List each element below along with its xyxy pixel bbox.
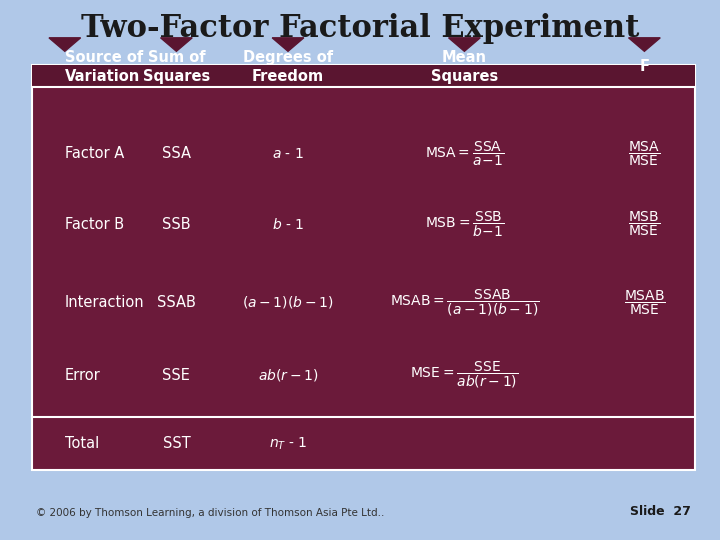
Text: SSB: SSB: [162, 217, 191, 232]
Text: $n_T$ - 1: $n_T$ - 1: [269, 436, 307, 452]
Text: $ab(r-1)$: $ab(r-1)$: [258, 367, 318, 383]
Text: Source of
Variation: Source of Variation: [65, 50, 143, 84]
Text: $\mathrm{MSA} = \dfrac{\mathrm{SSA}}{a\!-\!1}$: $\mathrm{MSA} = \dfrac{\mathrm{SSA}}{a\!…: [425, 140, 504, 168]
Text: $\dfrac{\mathrm{MSA}}{\mathrm{MSE}}$: $\dfrac{\mathrm{MSA}}{\mathrm{MSE}}$: [629, 140, 660, 168]
Text: $\mathrm{MSB} = \dfrac{\mathrm{SSB}}{b\!-\!1}$: $\mathrm{MSB} = \dfrac{\mathrm{SSB}}{b\!…: [425, 210, 504, 239]
Text: $\dfrac{\mathrm{MSB}}{\mathrm{MSE}}$: $\dfrac{\mathrm{MSB}}{\mathrm{MSE}}$: [629, 210, 660, 238]
Text: Error: Error: [65, 368, 101, 383]
Text: $(a-1)(b-1)$: $(a-1)(b-1)$: [242, 294, 334, 310]
FancyBboxPatch shape: [32, 65, 695, 470]
Text: $\dfrac{\mathrm{MSAB}}{\mathrm{MSE}}$: $\dfrac{\mathrm{MSAB}}{\mathrm{MSE}}$: [624, 288, 665, 316]
Polygon shape: [272, 38, 304, 51]
Text: Factor B: Factor B: [65, 217, 124, 232]
Text: $b$ - 1: $b$ - 1: [272, 217, 304, 232]
Text: Degrees of
Freedom: Degrees of Freedom: [243, 50, 333, 84]
Text: © 2006 by Thomson Learning, a division of Thomson Asia Pte Ltd..: © 2006 by Thomson Learning, a division o…: [36, 508, 384, 518]
Text: SST: SST: [163, 436, 190, 451]
Text: $\mathrm{MSAB} = \dfrac{\mathrm{SSAB}}{(a-1)(b-1)}$: $\mathrm{MSAB} = \dfrac{\mathrm{SSAB}}{(…: [390, 287, 539, 318]
Text: SSE: SSE: [163, 368, 190, 383]
Text: Mean
Squares: Mean Squares: [431, 50, 498, 84]
Text: $\mathrm{MSE} = \dfrac{\mathrm{SSE}}{ab(r-1)}$: $\mathrm{MSE} = \dfrac{\mathrm{SSE}}{ab(…: [410, 360, 518, 390]
Text: Slide  27: Slide 27: [630, 505, 691, 518]
Text: Two-Factor Factorial Experiment: Two-Factor Factorial Experiment: [81, 14, 639, 44]
Polygon shape: [49, 38, 81, 51]
Polygon shape: [449, 38, 480, 51]
Text: Sum of
Squares: Sum of Squares: [143, 50, 210, 84]
Text: SSAB: SSAB: [157, 295, 196, 310]
Text: Factor A: Factor A: [65, 146, 124, 161]
Text: Total: Total: [65, 436, 99, 451]
Text: SSA: SSA: [162, 146, 191, 161]
Text: $a$ - 1: $a$ - 1: [272, 147, 304, 161]
Polygon shape: [161, 38, 192, 51]
Text: Interaction: Interaction: [65, 295, 145, 310]
Polygon shape: [629, 38, 660, 51]
Text: F: F: [639, 59, 649, 75]
FancyBboxPatch shape: [32, 65, 695, 87]
